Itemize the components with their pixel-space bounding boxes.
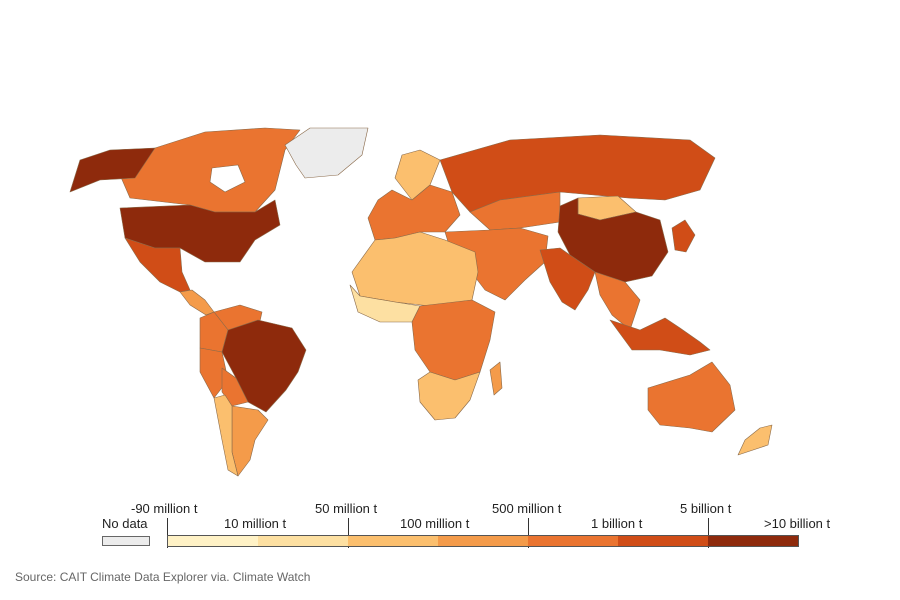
region-japan xyxy=(671,219,696,253)
legend-swatch-5 xyxy=(528,536,618,546)
region-southeast-asia xyxy=(594,271,641,331)
world-map xyxy=(69,127,773,477)
region-greenland xyxy=(284,127,369,179)
region-hudson-bay xyxy=(209,164,246,193)
legend-swatch-2 xyxy=(258,536,348,546)
region-indonesia xyxy=(609,317,711,356)
region-australia xyxy=(647,361,736,433)
legend-swatch-4 xyxy=(438,536,528,546)
legend-tick-3 xyxy=(528,518,529,548)
legend-no-data-swatch xyxy=(102,536,150,546)
region-alaska xyxy=(69,147,156,193)
region-chile xyxy=(213,394,239,477)
source-note: Source: CAIT Climate Data Explorer via. … xyxy=(15,570,311,584)
legend-color-scale xyxy=(167,535,799,547)
region-madagascar xyxy=(489,361,503,396)
region-north-africa xyxy=(351,231,479,307)
legend-swatch-7 xyxy=(708,536,798,546)
region-canada xyxy=(119,127,301,213)
legend-lower-label-1: 10 million t xyxy=(224,516,287,531)
region-bolivia xyxy=(221,367,249,407)
region-southern-africa xyxy=(417,371,481,421)
legend-upper-label-2: 50 million t xyxy=(315,501,378,516)
legend-no-data-label: No data xyxy=(102,516,148,531)
legend-tick-2 xyxy=(348,518,349,548)
region-brazil xyxy=(221,319,307,413)
legend-lower-label-3: 1 billion t xyxy=(591,516,643,531)
legend-upper-label-1: -90 million t xyxy=(131,501,198,516)
legend-upper-label-3: 500 million t xyxy=(492,501,562,516)
legend-swatch-1 xyxy=(168,536,258,546)
region-argentina xyxy=(231,405,269,477)
legend-lower-label-4: >10 billion t xyxy=(764,516,831,531)
region-new-zealand xyxy=(737,424,773,456)
world-map-container xyxy=(69,127,773,477)
region-central-africa xyxy=(411,299,496,381)
legend-lower-label-2: 100 million t xyxy=(400,516,470,531)
region-india xyxy=(539,247,596,311)
legend-swatch-6 xyxy=(618,536,708,546)
legend-upper-label-4: 5 billion t xyxy=(680,501,732,516)
legend-tick-1 xyxy=(167,518,168,548)
region-peru xyxy=(199,347,229,399)
region-central-america xyxy=(179,289,215,316)
legend-swatch-3 xyxy=(348,536,438,546)
region-mexico xyxy=(124,237,191,293)
legend-tick-4 xyxy=(708,518,709,548)
